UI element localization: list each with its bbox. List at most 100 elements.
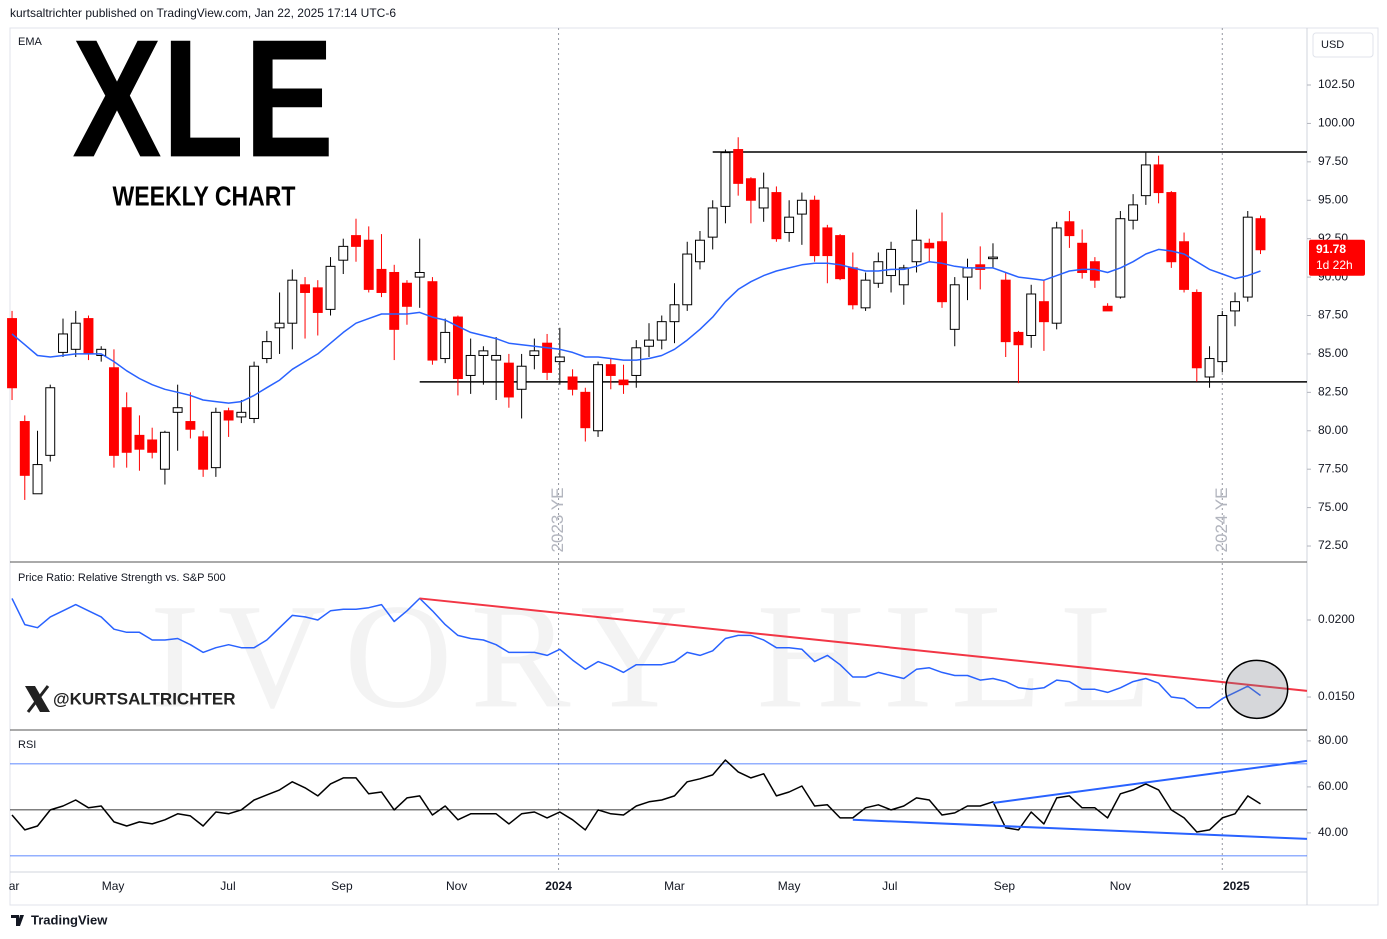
y-tick-label: 60.00 bbox=[1318, 779, 1348, 793]
last-price-label: 91.78 bbox=[1316, 242, 1346, 256]
x-tick-label: Jul bbox=[220, 879, 235, 893]
tradingview-logo bbox=[11, 915, 24, 926]
candle-body bbox=[682, 253, 693, 306]
candle-body bbox=[1140, 164, 1151, 197]
candle-body bbox=[656, 321, 667, 341]
watermark: IVORY HILL bbox=[150, 573, 1170, 739]
indicator-line bbox=[11, 759, 1261, 833]
candle-body bbox=[300, 284, 311, 293]
x-logo bbox=[25, 685, 50, 713]
x-tick-label: ar bbox=[9, 879, 20, 893]
candle-body bbox=[389, 271, 400, 330]
candle-body bbox=[249, 365, 260, 419]
candle-body bbox=[172, 407, 183, 413]
currency-label: USD bbox=[1321, 39, 1344, 51]
candle-body bbox=[554, 356, 565, 363]
candle-body bbox=[1038, 301, 1049, 323]
candle-body bbox=[147, 439, 158, 453]
candle-body bbox=[886, 248, 897, 277]
candle-body bbox=[860, 279, 871, 309]
candle-body bbox=[796, 199, 807, 215]
chart-subtitle: WEEKLY CHART bbox=[113, 180, 296, 211]
candle-body bbox=[733, 149, 744, 184]
candle-body bbox=[1102, 305, 1113, 312]
trendline bbox=[992, 759, 1308, 804]
candle-body bbox=[7, 318, 17, 389]
candle-body bbox=[1191, 291, 1202, 369]
last-price-box bbox=[1309, 239, 1365, 276]
bar-countdown: 1d 22h bbox=[1316, 258, 1353, 272]
publish-header: kurtsaltrichter published on TradingView… bbox=[10, 6, 396, 20]
candle-body bbox=[1013, 331, 1024, 346]
candle-body bbox=[1000, 279, 1011, 343]
candle-body bbox=[19, 421, 30, 476]
candle-body bbox=[847, 267, 858, 306]
candle-body bbox=[465, 354, 476, 376]
candle-body bbox=[338, 245, 349, 261]
candle-body bbox=[1230, 301, 1240, 312]
candle-body bbox=[669, 304, 680, 323]
tv-logo-mark bbox=[11, 915, 24, 926]
pane-title: RSI bbox=[18, 739, 36, 751]
candle-body bbox=[924, 242, 935, 249]
candle-body bbox=[45, 387, 56, 456]
pane-title: Price Ratio: Relative Strength vs. S&P 5… bbox=[18, 572, 226, 584]
candle-body bbox=[274, 322, 285, 329]
candle-body bbox=[771, 192, 782, 240]
candle-body bbox=[503, 362, 514, 398]
candle-body bbox=[236, 411, 247, 418]
highlight-circle bbox=[1224, 659, 1289, 720]
candle-body bbox=[567, 376, 578, 390]
candle-body bbox=[745, 178, 756, 201]
candle-body bbox=[1128, 204, 1139, 221]
indicator-line bbox=[11, 597, 1261, 709]
candle-body bbox=[32, 464, 43, 495]
trendline bbox=[419, 597, 1308, 692]
y-tick-label: 77.50 bbox=[1318, 461, 1348, 475]
x-tick-label: 2024 bbox=[545, 879, 572, 893]
candle-body bbox=[121, 407, 132, 453]
candle-body bbox=[108, 367, 119, 456]
candle-body bbox=[325, 265, 336, 310]
year-end-label: 2023 YE bbox=[548, 488, 567, 553]
candle-body bbox=[1026, 293, 1037, 336]
x-tick-label: Sep bbox=[331, 879, 353, 893]
y-tick-label: 102.50 bbox=[1318, 77, 1355, 91]
indicator-label: EMA bbox=[18, 36, 43, 48]
candle-body bbox=[542, 342, 553, 373]
candle-body bbox=[159, 431, 170, 470]
y-tick-label: 80.00 bbox=[1318, 733, 1348, 747]
candle-body bbox=[223, 410, 234, 421]
candle-body bbox=[758, 187, 769, 209]
candle-body bbox=[363, 239, 374, 290]
y-tick-label: 40.00 bbox=[1318, 825, 1348, 839]
candle-body bbox=[134, 434, 145, 450]
candle-body bbox=[491, 354, 502, 361]
candle-body bbox=[835, 235, 846, 280]
candle-body bbox=[1204, 358, 1215, 378]
y-tick-label: 97.50 bbox=[1318, 154, 1348, 168]
x-tick-label: Sep bbox=[994, 879, 1016, 893]
candle-body bbox=[822, 227, 833, 257]
candle-body bbox=[1166, 192, 1177, 263]
candle-body bbox=[1115, 218, 1126, 298]
x-tick-label: Jul bbox=[882, 879, 897, 893]
trendline bbox=[852, 818, 1308, 840]
social-handle: @KURTSALTRICHTER bbox=[53, 689, 235, 708]
candle-body bbox=[949, 284, 960, 330]
candle-body bbox=[1217, 315, 1228, 363]
y-tick-label: 80.00 bbox=[1318, 423, 1348, 437]
candle-body bbox=[210, 411, 221, 469]
candle-body bbox=[988, 256, 998, 260]
candle-body bbox=[962, 267, 973, 278]
candle-body bbox=[1064, 221, 1075, 237]
x-tick-label: Nov bbox=[1110, 879, 1131, 893]
candle-body bbox=[631, 347, 642, 376]
candle-body bbox=[83, 318, 94, 355]
candle-body bbox=[618, 379, 629, 386]
candle-body bbox=[809, 199, 820, 257]
y-tick-label: 100.00 bbox=[1318, 116, 1355, 130]
x-logo-stroke bbox=[26, 685, 50, 713]
x-tick-label: May bbox=[778, 879, 801, 893]
